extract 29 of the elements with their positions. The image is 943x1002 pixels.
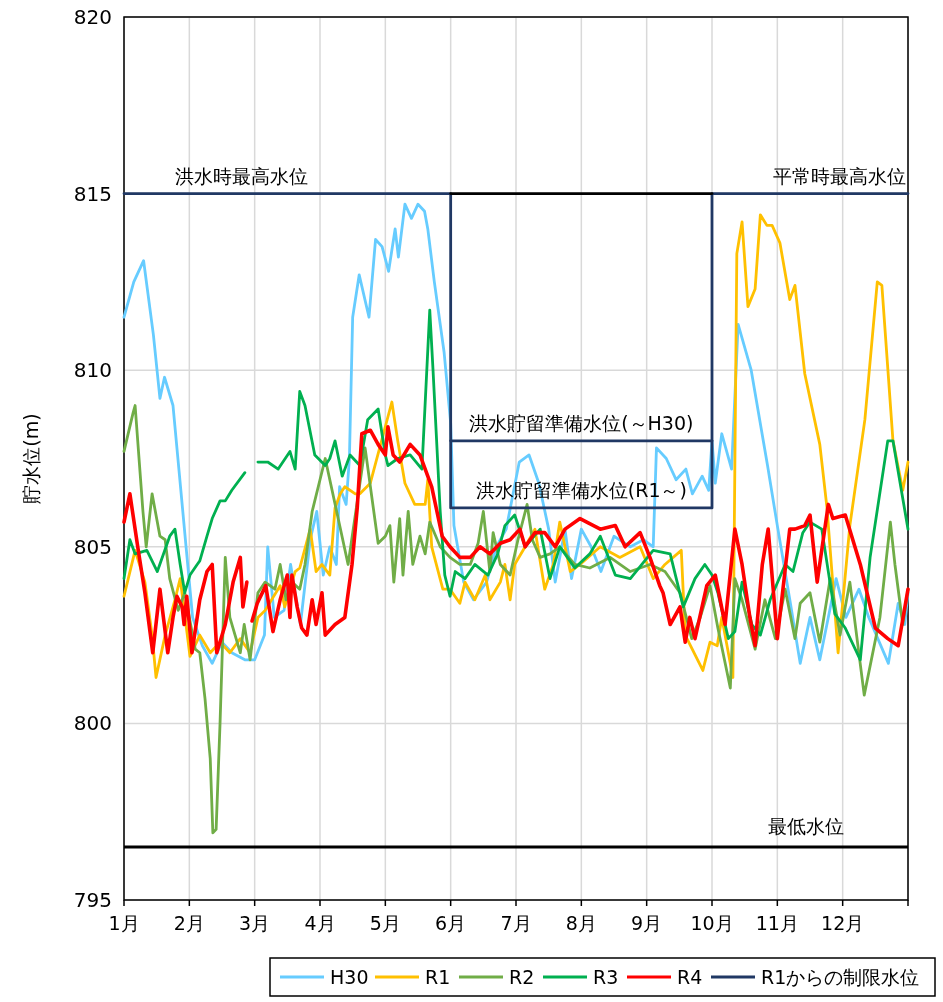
annotation: 平常時最高水位	[772, 164, 906, 187]
x-tick-label: 10月	[690, 912, 734, 934]
legend-label: H30	[330, 966, 369, 988]
x-tick-label: 7月	[500, 912, 532, 934]
y-tick-label: 810	[73, 358, 112, 383]
y-tick-label: 820	[73, 5, 112, 29]
annotation: 洪水貯留準備水位(～H30)	[469, 411, 694, 434]
y-tick-label: 815	[73, 181, 112, 206]
legend-label: R1	[425, 966, 451, 988]
x-tick-label: 3月	[239, 912, 271, 934]
x-tick-label: 9月	[631, 912, 663, 934]
legend-label: R1からの制限水位	[761, 966, 920, 988]
y-tick-label: 800	[73, 711, 112, 736]
annotation: 洪水時最高水位	[175, 164, 309, 187]
y-axis-title: 貯水位(m)	[20, 413, 42, 504]
legend-label: R4	[677, 966, 703, 988]
y-tick-label: 805	[73, 534, 112, 559]
x-tick-label: 2月	[173, 912, 205, 934]
legend-label: R2	[509, 966, 535, 988]
legend-label: R3	[593, 966, 619, 988]
ref-line-label: 最低水位	[768, 815, 845, 838]
x-tick-label: 5月	[369, 912, 401, 934]
x-tick-label: 4月	[304, 912, 336, 934]
x-tick-label: 6月	[435, 912, 467, 934]
x-tick-label: 8月	[565, 912, 597, 934]
x-tick-label: 11月	[755, 912, 799, 934]
x-tick-label: 12月	[821, 912, 865, 934]
y-tick-label: 795	[73, 888, 112, 912]
x-tick-label: 1月	[108, 912, 140, 934]
